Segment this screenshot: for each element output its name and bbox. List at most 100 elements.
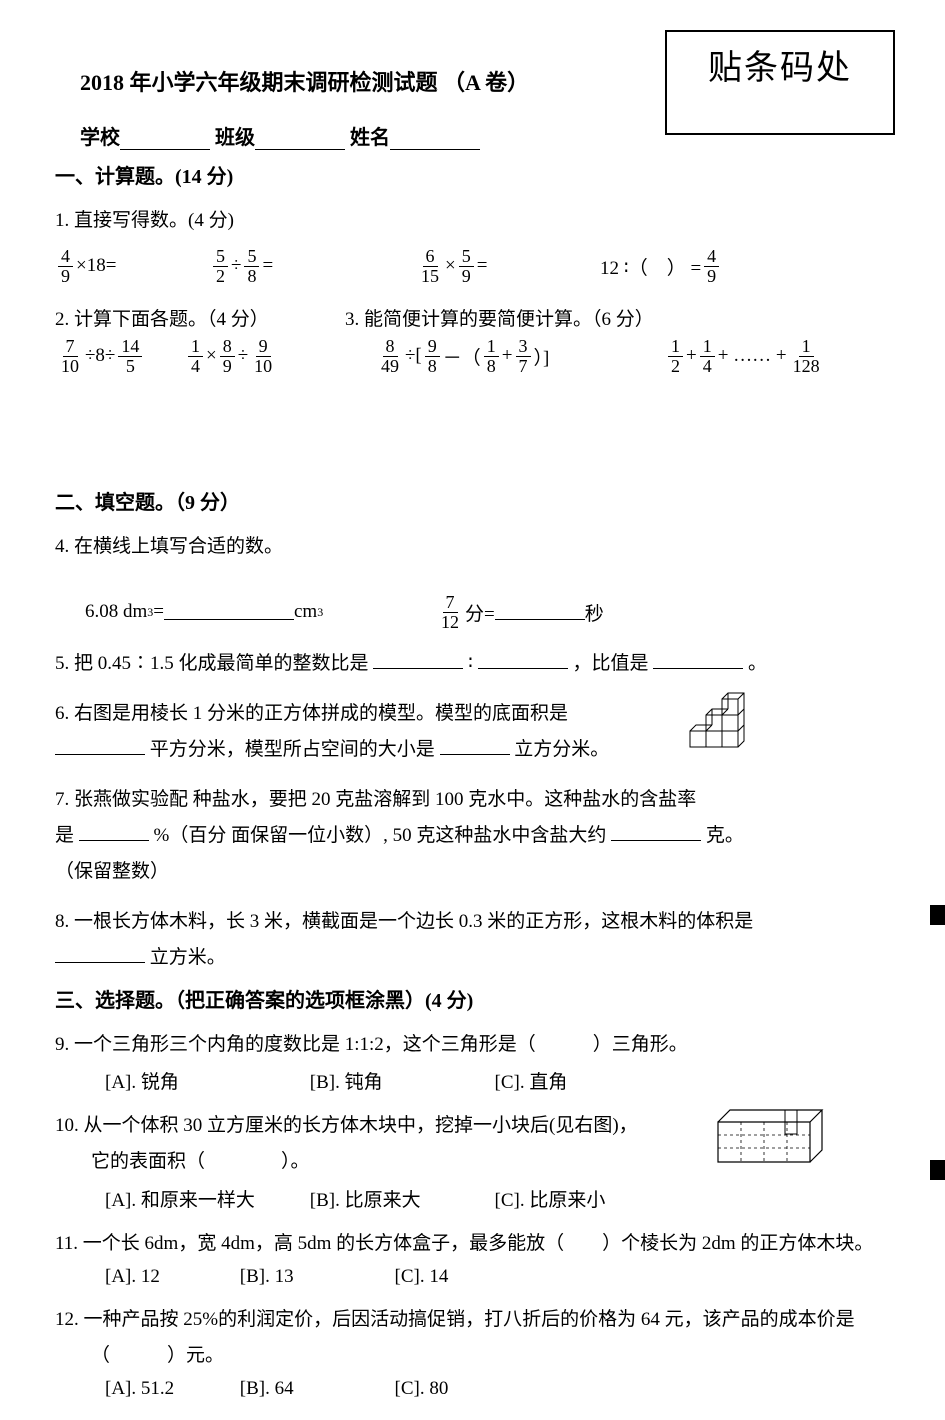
q1-row: 49 ×18= 52 ÷ 58 = 615 × 59 = 12 ∶（ ） = 4… (55, 247, 890, 286)
q4b-post: 秒 (585, 599, 604, 626)
q9-opt-a[interactable]: [A]. 锐角 (105, 1067, 305, 1094)
frac-8a: 12 (668, 337, 683, 376)
q3-label: 3. 能简便计算的要简便计算。（6 分） (345, 304, 654, 331)
barcode-label: 贴条码处 (708, 40, 852, 89)
name-blank[interactable] (390, 132, 480, 150)
frac-2a: 52 (213, 247, 228, 286)
q4a-mid: = (153, 601, 164, 623)
expr2-eq: = (262, 255, 273, 277)
q9-opt-c[interactable]: [C]. 直角 (495, 1067, 568, 1094)
q8-a: 8. 一根长方体木料，长 3 米，横截面是一个边长 0.3 米的正方形，这根木料… (55, 911, 753, 932)
q11-opt-a[interactable]: [A]. 12 (105, 1266, 235, 1288)
q4a-post: cm (294, 601, 317, 623)
class-blank[interactable] (255, 132, 345, 150)
q7-d: 克。 (706, 825, 744, 846)
q11-opt-b[interactable]: [B]. 13 (240, 1266, 390, 1288)
expr7-d: ）] (534, 343, 550, 370)
q11-options: [A]. 12 [B]. 13 [C]. 14 (105, 1266, 890, 1288)
exam-page: 贴条码处 2018 年小学六年级期末调研检测试题 （A 卷） 学校 班级 姓名 … (0, 0, 945, 1420)
expr7-a: ÷[ (405, 345, 422, 367)
q5-post: ，比值是 (572, 653, 648, 674)
q7-c: %（百分 面保留一位小数）, 50 克这种盐水中含盐大约 (154, 825, 607, 846)
frac-7a: 849 (378, 337, 402, 376)
q7-e: （保留整数） (55, 861, 169, 882)
q5-blank3[interactable] (653, 653, 743, 669)
frac-3a: 615 (418, 247, 442, 286)
q4-label: 4. 在横线上填写合适的数。 (55, 529, 890, 565)
q11-opt-c[interactable]: [C]. 14 (395, 1266, 449, 1288)
frac-6c: 910 (251, 337, 275, 376)
class-label: 班级 (215, 127, 255, 149)
work-space (55, 376, 890, 466)
q5-text: 5. 把 0.45∶1.5 化成最简单的整数比是 (55, 653, 369, 674)
q7-block: 7. 张燕做实验配 种盐水，要把 20 克盐溶解到 100 克水中。这种盐水的含… (55, 782, 890, 890)
expr3-op: × (445, 255, 456, 277)
frac-8b: 14 (700, 337, 715, 376)
frac-5a: 710 (58, 337, 82, 376)
q10-opt-c[interactable]: [C]. 比原来小 (495, 1185, 606, 1212)
q9-text: 9. 一个三角形三个内角的度数比是 1:1:2，这个三角形是（ ）三角形。 (55, 1027, 890, 1063)
expr5-a: ÷8÷ (85, 345, 115, 367)
section-1-head: 一、计算题。(14 分) (55, 160, 890, 189)
expr7-c: + (502, 345, 513, 367)
q6-c: 立方分米。 (514, 739, 609, 760)
q5-blank1[interactable] (373, 653, 463, 669)
q6-b: 平方分米，模型所占空间的大小是 (150, 739, 435, 760)
q4a-blank[interactable] (164, 604, 294, 620)
expr6-a: × (206, 345, 217, 367)
q10-b: 它的表面积（ ）。 (91, 1151, 310, 1172)
q12-opt-b[interactable]: [B]. 64 (240, 1378, 390, 1400)
q9-options: [A]. 锐角 [B]. 钝角 [C]. 直角 (105, 1067, 890, 1094)
cube-model-icon (680, 691, 750, 769)
barcode-box: 贴条码处 (665, 30, 895, 135)
q11-text: 11. 一个长 6dm，宽 4dm，高 5dm 的长方体盒子，最多能放（ ）个棱… (55, 1226, 890, 1262)
q12-opt-c[interactable]: [C]. 80 (395, 1378, 449, 1400)
frac-7c: 18 (484, 337, 499, 376)
q10-opt-a[interactable]: [A]. 和原来一样大 (105, 1185, 305, 1212)
school-label: 学校 (80, 127, 120, 149)
q7-blank1[interactable] (79, 825, 149, 841)
q12-b: （ ）元。 (91, 1345, 224, 1366)
q7-a: 7. 张燕做实验配 种盐水，要把 20 克盐溶解到 100 克水中。这种盐水的含… (55, 789, 696, 810)
expr4-pre: 12 ∶（ ） = (600, 253, 701, 280)
scan-mark-1 (930, 905, 945, 925)
expr8-a: + (686, 345, 697, 367)
frac-6a: 14 (188, 337, 203, 376)
q4b-blank[interactable] (495, 604, 585, 620)
q8-blank[interactable] (55, 947, 145, 963)
q4b-pre: 分= (465, 599, 495, 626)
section-3-head: 三、选择题。（把正确答案的选项框涂黑）(4 分) (55, 984, 890, 1013)
q9-opt-b[interactable]: [B]. 钝角 (310, 1067, 490, 1094)
q5-mid: ∶ (468, 653, 473, 674)
q6-block: 6. 右图是用棱长 1 分米的正方体拼成的模型。模型的底面积是 平方分米，模型所… (55, 696, 890, 768)
q8-b: 立方米。 (150, 947, 226, 968)
q5-end: 。 (748, 653, 767, 674)
q6-a: 6. 右图是用棱长 1 分米的正方体拼成的模型。模型的底面积是 (55, 703, 568, 724)
q4a-sup2: 3 (317, 605, 323, 620)
frac-3b: 59 (459, 247, 474, 286)
frac-5b: 145 (118, 337, 142, 376)
expr6-b: ÷ (238, 345, 248, 367)
frac-6b: 89 (220, 337, 235, 376)
q6-blank1[interactable] (55, 739, 145, 755)
q10-block: 10. 从一个体积 30 立方厘米的长方体木块中，挖掉一小块后(见右图)， 它的… (55, 1108, 890, 1180)
frac-1: 49 (58, 247, 73, 286)
expr7-b: －（ (443, 343, 481, 370)
q6-blank2[interactable] (440, 739, 510, 755)
q5-line: 5. 把 0.45∶1.5 化成最简单的整数比是 ∶ ，比值是 。 (55, 646, 890, 682)
frac-7d: 37 (516, 337, 531, 376)
q5-blank2[interactable] (478, 653, 568, 669)
q10-opt-b[interactable]: [B]. 比原来大 (310, 1185, 490, 1212)
frac-4: 49 (704, 247, 719, 286)
q12-opt-a[interactable]: [A]. 51.2 (105, 1378, 235, 1400)
q12-options: [A]. 51.2 [B]. 64 [C]. 80 (105, 1378, 890, 1400)
frac-8c: 1128 (790, 337, 823, 376)
scan-mark-2 (930, 1160, 945, 1180)
expr2-op: ÷ (231, 255, 241, 277)
q7-blank2[interactable] (611, 825, 701, 841)
q1-label: 1. 直接写得数。(4 分) (55, 203, 890, 239)
frac-q4b: 712 (438, 593, 462, 632)
q2-label: 2. 计算下面各题。（4 分） (55, 304, 345, 331)
q10-options: [A]. 和原来一样大 [B]. 比原来大 [C]. 比原来小 (105, 1185, 890, 1212)
school-blank[interactable] (120, 132, 210, 150)
